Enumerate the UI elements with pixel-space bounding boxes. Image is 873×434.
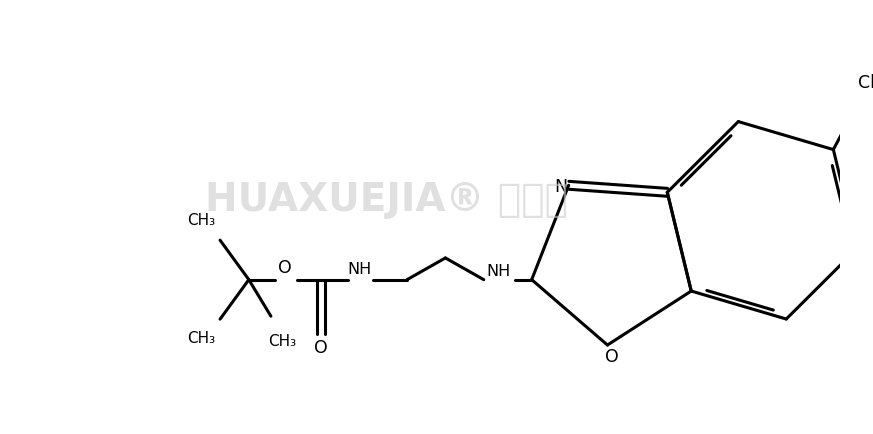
Text: HUAXUEJIA® 化学加: HUAXUEJIA® 化学加 xyxy=(205,181,567,219)
Text: Cl: Cl xyxy=(858,74,873,92)
Text: O: O xyxy=(314,339,327,357)
Text: CH₃: CH₃ xyxy=(187,213,215,228)
Text: O: O xyxy=(605,348,619,366)
Text: CH₃: CH₃ xyxy=(268,334,297,349)
Text: O: O xyxy=(278,259,292,277)
Text: NH: NH xyxy=(347,262,371,277)
Text: NH: NH xyxy=(486,264,510,279)
Text: N: N xyxy=(554,178,567,196)
Text: CH₃: CH₃ xyxy=(187,332,215,346)
